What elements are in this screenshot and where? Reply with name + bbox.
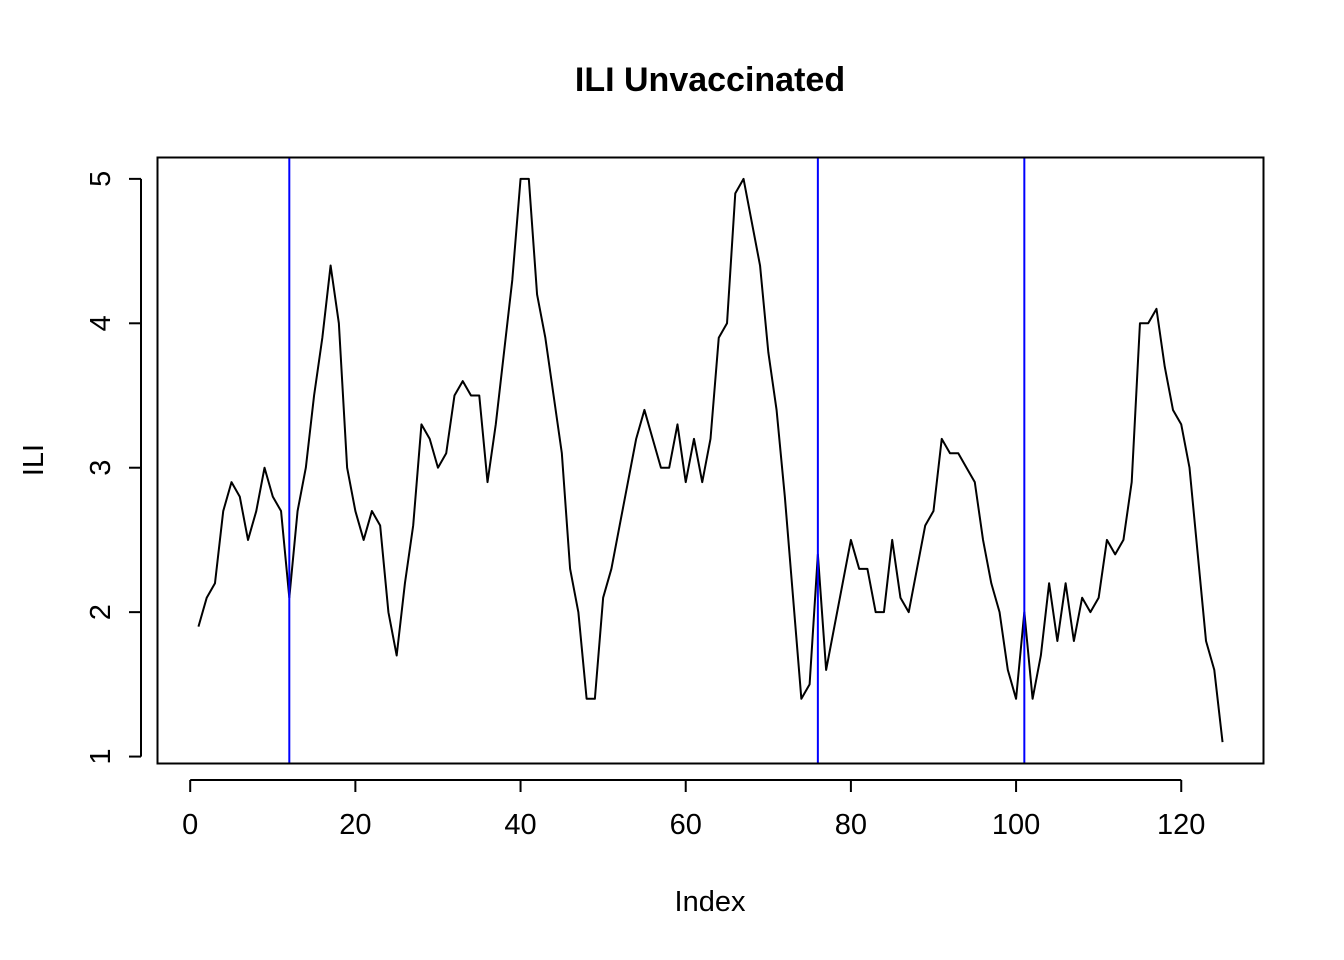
x-tick-label: 60 (670, 809, 702, 841)
y-axis-label: ILI (18, 444, 50, 476)
x-tick-label: 0 (182, 809, 198, 841)
x-axis-label: Index (675, 886, 746, 918)
y-tick-label: 4 (85, 315, 117, 331)
x-tick-label: 120 (1157, 809, 1205, 841)
chart-title: ILI Unvaccinated (575, 61, 845, 99)
y-tick-label: 3 (85, 460, 117, 476)
y-tick-label: 2 (85, 604, 117, 620)
x-tick-label: 20 (339, 809, 371, 841)
x-tick-label: 40 (504, 809, 536, 841)
x-tick-label: 80 (835, 809, 867, 841)
x-tick-label: 100 (992, 809, 1040, 841)
plot-frame (156, 156, 1265, 765)
x-axis: 0 20 40 60 80 100 120 (182, 779, 1205, 841)
y-axis: 1 2 3 4 5 (85, 171, 142, 765)
y-tick-label: 1 (85, 748, 117, 764)
series-line-0 (197, 177, 1224, 743)
y-tick-label: 5 (85, 171, 117, 187)
plot-area (197, 157, 1224, 764)
